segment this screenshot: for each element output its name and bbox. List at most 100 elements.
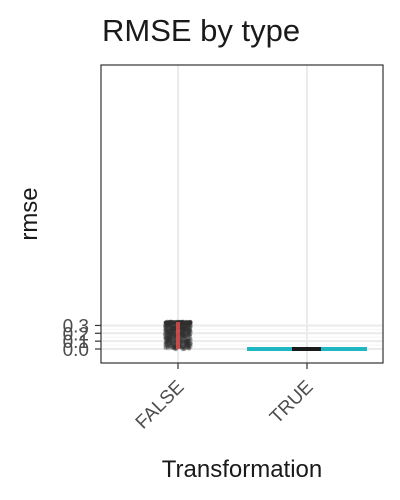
point-false-654 bbox=[163, 320, 168, 325]
point-false-753 bbox=[187, 343, 192, 348]
point-false-196 bbox=[163, 327, 168, 332]
point-false-639 bbox=[167, 320, 172, 325]
point-false-761 bbox=[185, 342, 190, 347]
point-false-510 bbox=[184, 328, 189, 333]
point-false-504 bbox=[180, 340, 185, 345]
point-false-304 bbox=[170, 333, 175, 338]
point-false-523 bbox=[183, 335, 188, 340]
point-false-312 bbox=[188, 320, 193, 325]
point-false-372 bbox=[168, 319, 173, 324]
point-false-109 bbox=[171, 331, 176, 336]
point-false-381 bbox=[165, 331, 170, 336]
point-false-106 bbox=[184, 338, 189, 343]
point-false-465 bbox=[184, 322, 189, 327]
point-false-609 bbox=[184, 323, 189, 328]
point-false-306 bbox=[186, 321, 191, 326]
point-false-656 bbox=[188, 344, 193, 349]
point-false-19 bbox=[163, 324, 168, 329]
point-false-478 bbox=[180, 321, 185, 326]
point-false-434 bbox=[181, 336, 186, 341]
point-false-31 bbox=[182, 326, 187, 331]
point-false-699 bbox=[168, 337, 173, 342]
point-false-627 bbox=[167, 319, 172, 324]
point-false-712 bbox=[187, 320, 192, 325]
point-false-59 bbox=[183, 324, 188, 329]
point-false-452 bbox=[182, 324, 187, 329]
point-false-50 bbox=[166, 339, 171, 344]
point-false-819 bbox=[168, 325, 173, 330]
point-false-543 bbox=[167, 336, 172, 341]
point-false-295 bbox=[166, 338, 171, 343]
point-false-116 bbox=[164, 329, 169, 334]
point-false-818 bbox=[184, 330, 189, 335]
grid-lines bbox=[101, 65, 383, 363]
point-false-395 bbox=[169, 320, 174, 325]
point-false-527 bbox=[186, 331, 191, 336]
point-false-210 bbox=[168, 345, 173, 350]
point-false-74 bbox=[172, 336, 177, 341]
point-false-519 bbox=[164, 326, 169, 331]
point-false-308 bbox=[164, 320, 169, 325]
point-false-265 bbox=[185, 342, 190, 347]
point-false-414 bbox=[182, 334, 187, 339]
point-false-483 bbox=[167, 325, 172, 330]
point-false-727 bbox=[166, 321, 171, 326]
point-false-272 bbox=[186, 324, 191, 329]
point-false-389 bbox=[184, 339, 189, 344]
point-false-179 bbox=[181, 340, 186, 345]
point-false-134 bbox=[170, 337, 175, 342]
point-false-688 bbox=[164, 320, 169, 325]
point-false-343 bbox=[183, 345, 188, 350]
point-false-481 bbox=[183, 340, 188, 345]
point-false-758 bbox=[180, 333, 185, 338]
point-false-659 bbox=[182, 320, 187, 325]
point-false-378 bbox=[171, 329, 176, 334]
point-false-11 bbox=[184, 341, 189, 346]
point-false-661 bbox=[182, 322, 187, 327]
point-false-775 bbox=[170, 321, 175, 326]
point-false-96 bbox=[184, 339, 189, 344]
point-false-150 bbox=[172, 320, 177, 325]
point-false-743 bbox=[185, 329, 190, 334]
point-false-256 bbox=[180, 325, 185, 330]
point-false-671 bbox=[182, 321, 187, 326]
point-false-205 bbox=[170, 321, 175, 326]
point-false-724 bbox=[165, 340, 170, 345]
point-false-784 bbox=[166, 320, 171, 325]
point-false-42 bbox=[180, 320, 185, 325]
point-false-15 bbox=[166, 336, 171, 341]
point-false-633 bbox=[163, 337, 168, 342]
point-false-34 bbox=[165, 336, 170, 341]
point-false-614 bbox=[188, 329, 193, 334]
point-false-692 bbox=[166, 328, 171, 333]
point-false-615 bbox=[184, 321, 189, 326]
point-false-530 bbox=[180, 329, 185, 334]
point-false-160 bbox=[163, 336, 168, 341]
point-false-300 bbox=[184, 320, 189, 325]
point-false-120 bbox=[185, 341, 190, 346]
point-false-206 bbox=[171, 342, 176, 347]
point-false-29 bbox=[181, 333, 186, 338]
point-false-568 bbox=[166, 330, 171, 335]
point-false-132 bbox=[183, 339, 188, 344]
point-false-768 bbox=[188, 320, 193, 325]
point-false-491 bbox=[169, 325, 174, 330]
point-false-439 bbox=[171, 335, 176, 340]
point-false-353 bbox=[180, 345, 185, 350]
point-false-375 bbox=[181, 335, 186, 340]
point-false-232 bbox=[164, 320, 169, 325]
point-false-163 bbox=[185, 346, 190, 351]
point-false-516 bbox=[188, 319, 193, 324]
point-false-7 bbox=[171, 329, 176, 334]
point-false-104 bbox=[183, 322, 188, 327]
point-false-674 bbox=[170, 343, 175, 348]
point-false-756 bbox=[164, 320, 169, 325]
point-false-212 bbox=[166, 327, 171, 332]
point-false-133 bbox=[168, 328, 173, 333]
panel-border bbox=[100, 64, 384, 364]
point-false-14 bbox=[169, 344, 174, 349]
point-false-634 bbox=[164, 328, 169, 333]
point-false-170 bbox=[168, 336, 173, 341]
point-false-118 bbox=[185, 338, 190, 343]
point-false-589 bbox=[183, 320, 188, 325]
